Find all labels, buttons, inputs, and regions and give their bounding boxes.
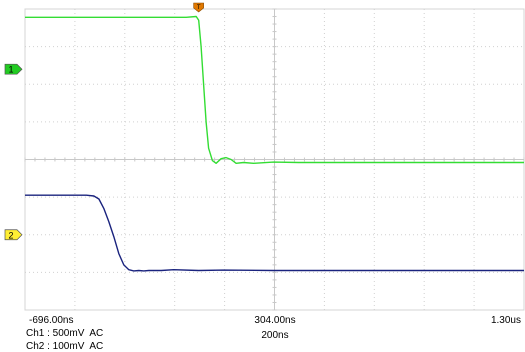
- traces: [25, 15, 524, 272]
- markers: 1 2 T: [4, 2, 204, 241]
- x-tick-label-center: 304.00ns: [254, 315, 295, 326]
- ch1-settings-label: Ch1 : 500mV AC: [26, 328, 103, 339]
- grid: [24, 8, 525, 311]
- x-tick-label-right: 1.30us: [491, 315, 521, 326]
- ch2-marker: [4, 229, 23, 241]
- trace-ch1: [25, 15, 524, 165]
- x-tick-label-left: -696.00ns: [29, 315, 73, 326]
- ch1-marker-label: 1: [8, 65, 13, 75]
- ch2-marker-label: 2: [8, 230, 13, 240]
- trigger-marker: [193, 2, 204, 13]
- timebase-label: 200ns: [261, 330, 288, 341]
- ch1-marker: [4, 63, 23, 75]
- ch2-settings-label: Ch2 : 100mV AC: [26, 341, 103, 352]
- trace-ch2: [25, 194, 524, 272]
- trigger-marker-label: T: [197, 5, 201, 11]
